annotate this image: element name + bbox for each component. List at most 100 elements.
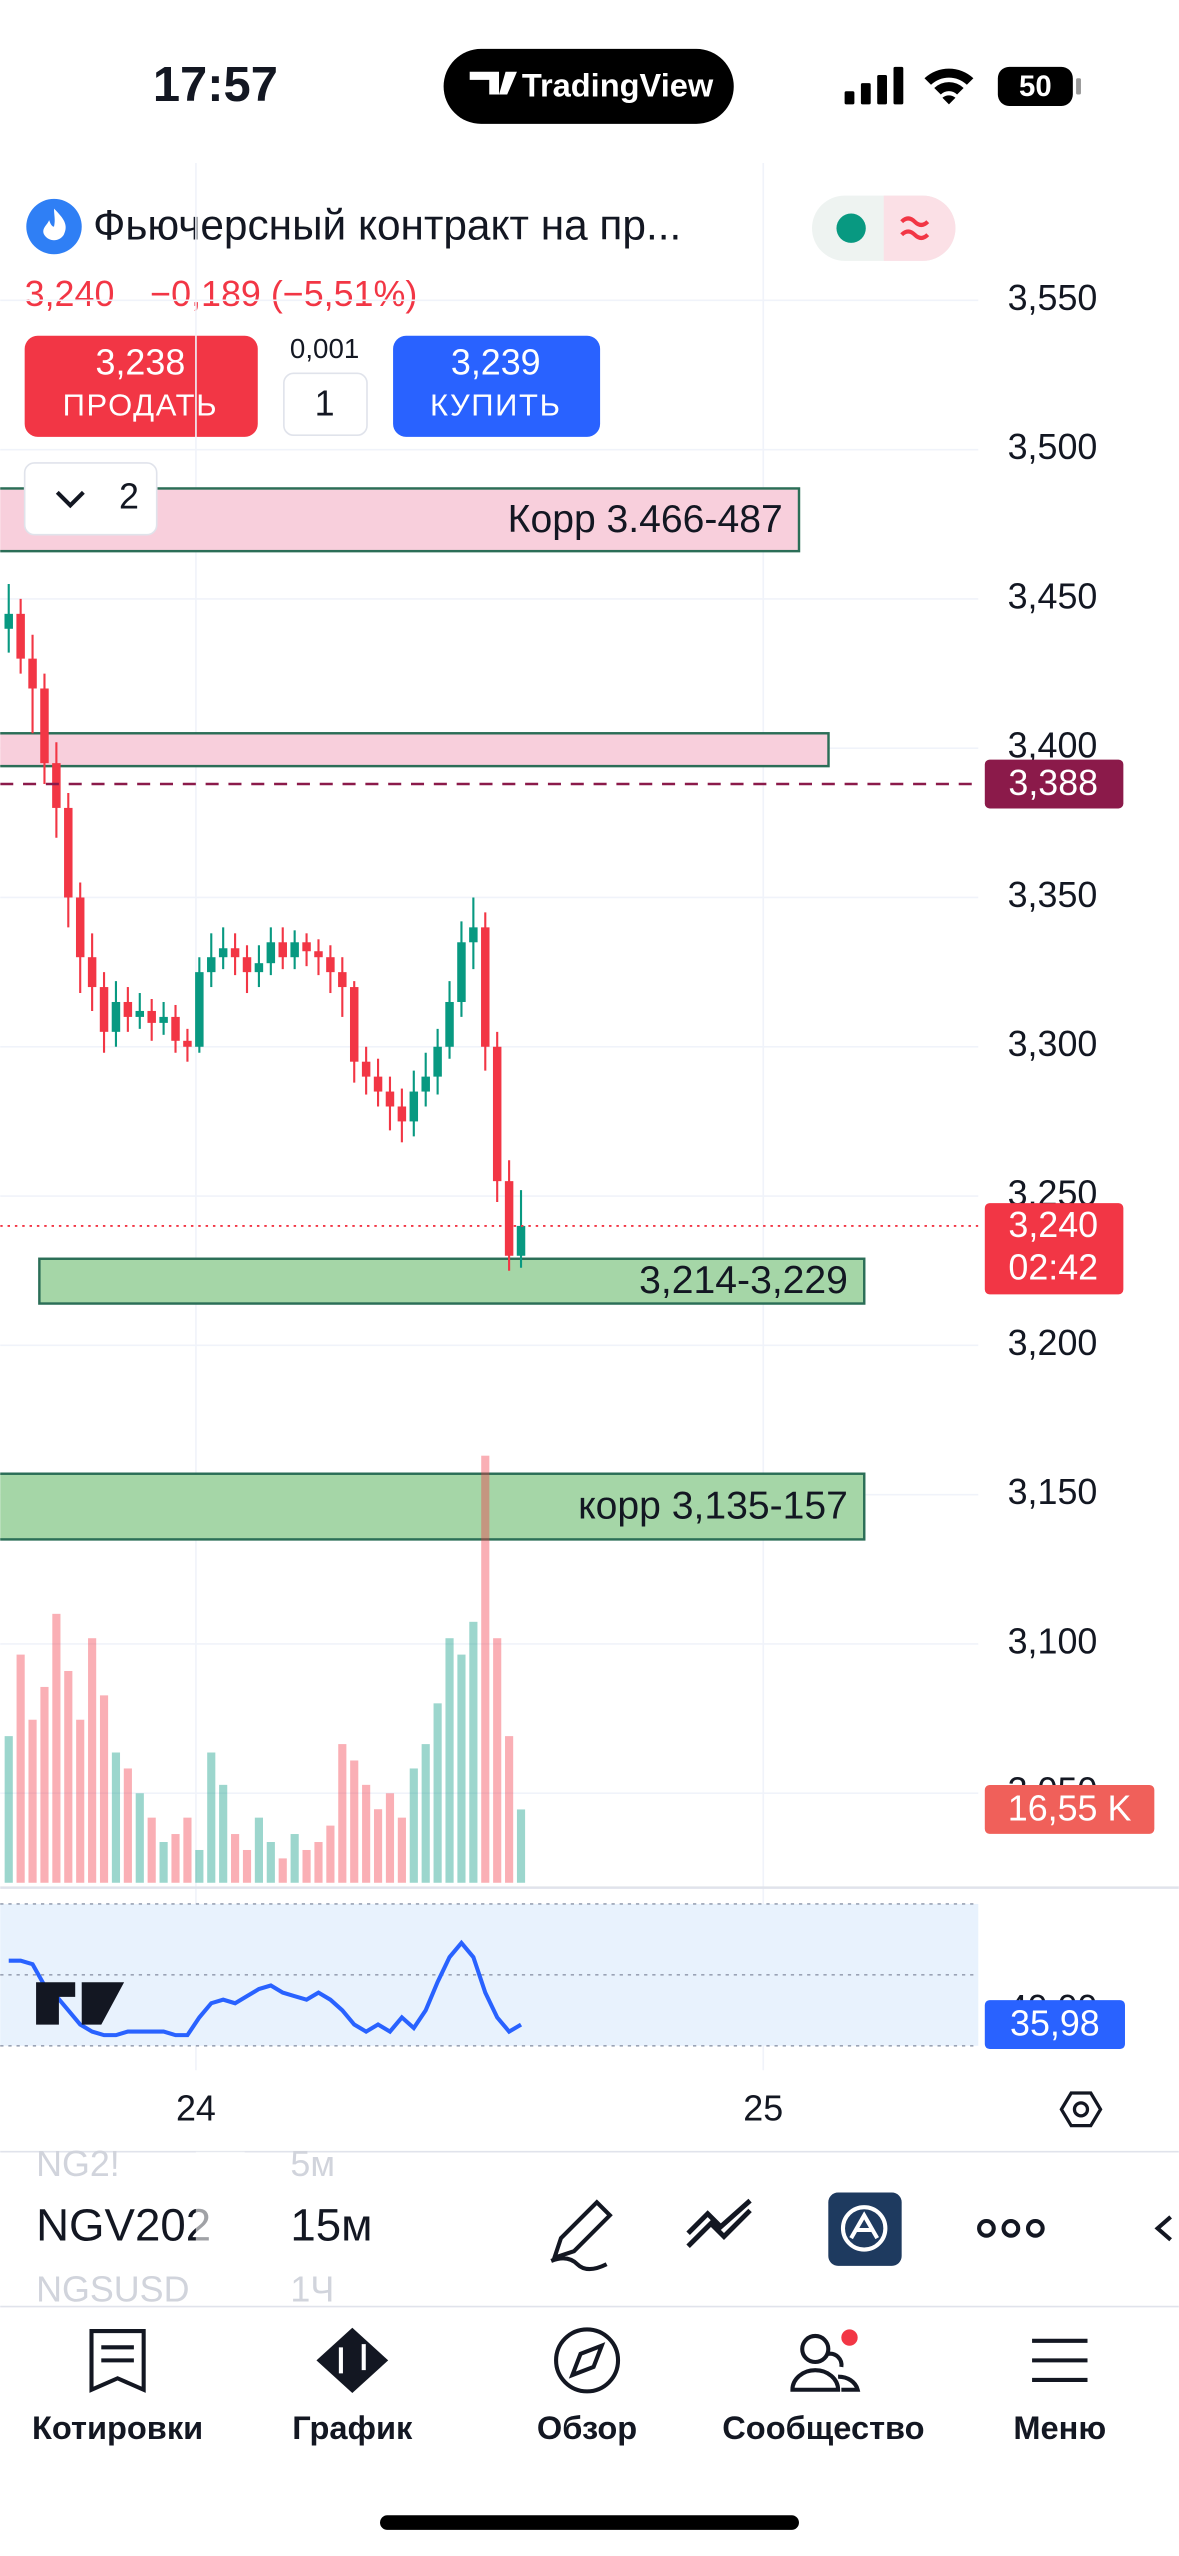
volume-bar	[231, 1834, 240, 1883]
y-tick-label: 3,200	[1008, 1323, 1098, 1363]
collapse-toolbar[interactable]	[1154, 2215, 1172, 2242]
candle-body	[171, 1016, 180, 1041]
candle-body	[421, 1076, 430, 1092]
volume-bar	[266, 1842, 275, 1883]
buy-button[interactable]	[393, 335, 601, 437]
candle-body	[445, 1001, 454, 1047]
signal-icon	[844, 66, 904, 105]
strategy-icon-a	[849, 2211, 879, 2240]
volume-bar	[40, 1686, 49, 1883]
y-tick-label: 3,150	[1008, 1472, 1098, 1512]
y-tick-label: 3,550	[1008, 278, 1098, 318]
tab-quotes[interactable]: Котировки	[32, 2409, 203, 2446]
quantity: 1	[315, 383, 335, 423]
rsi-badge	[984, 2000, 1125, 2050]
volume-bar	[314, 1842, 323, 1883]
candle-body	[242, 957, 252, 973]
tab-menu[interactable]: Меню	[1013, 2409, 1106, 2446]
volume-bar	[207, 1752, 216, 1883]
draw-tool[interactable]	[550, 2199, 613, 2272]
tab-explore[interactable]: Обзор	[537, 2409, 637, 2446]
battery-cap	[1076, 78, 1081, 95]
volume-bar	[171, 1834, 180, 1883]
tab-icon-explore	[554, 2327, 621, 2394]
trend-tool[interactable]	[686, 2198, 752, 2249]
volume-bar	[350, 1760, 359, 1883]
symbol-prev[interactable]: NG2!	[36, 2144, 120, 2184]
settings-icon[interactable]	[1059, 2091, 1103, 2128]
candle-body	[361, 1061, 371, 1077]
candle-body	[183, 1040, 192, 1047]
candle-body	[385, 1091, 395, 1107]
x-tick-label: 24	[176, 2088, 216, 2128]
symbol-title[interactable]: Фьючерсный контракт на пр...	[93, 201, 681, 248]
tv-watermark	[36, 1982, 125, 2025]
volume-bar	[362, 1784, 371, 1883]
battery-icon	[997, 66, 1073, 106]
volume-bar	[433, 1703, 442, 1883]
rsi-badge-label: 35,98	[1010, 2004, 1100, 2044]
interval-next[interactable]: 1Ч	[290, 2269, 334, 2309]
volume-bar	[290, 1834, 299, 1883]
last-price: 3,240	[25, 274, 115, 314]
volume-bar	[278, 1858, 287, 1883]
candle-body	[516, 1225, 526, 1256]
y-tick-label: 3,350	[1008, 875, 1098, 915]
candle-body	[266, 942, 276, 964]
candle-body	[218, 948, 228, 958]
candle-body	[373, 1076, 383, 1092]
volume-bar	[88, 1638, 97, 1883]
candle-body	[147, 1010, 156, 1023]
zone-label: 3,214-3,229	[639, 1259, 848, 1302]
tab-community[interactable]: Сообщество	[722, 2409, 924, 2446]
symbol-next[interactable]: NGSUSD	[36, 2269, 189, 2309]
candle-body	[314, 951, 323, 958]
candle-body	[326, 957, 335, 973]
tab-icon-chart	[316, 2327, 389, 2393]
tab-icon-community-group	[790, 2351, 861, 2392]
indicators-toggle[interactable]	[23, 462, 158, 536]
price-change: −0,189 (−5,51%)	[150, 274, 417, 314]
candle-body	[457, 942, 466, 1002]
price-pane: Корр 3.466-487 3,214-3,229 корр 3,135-157	[0, 487, 979, 1883]
volume-bar	[445, 1638, 454, 1883]
candle-body	[75, 897, 85, 958]
quantity-input[interactable]	[283, 372, 368, 437]
x-tick-label: 25	[743, 2088, 783, 2128]
candle-body	[195, 972, 204, 1047]
symbol-current[interactable]: NGV202	[36, 2199, 211, 2250]
tab-icon-quotes	[89, 2329, 146, 2393]
volume-bar	[409, 1768, 418, 1883]
zone	[0, 1472, 866, 1541]
more-button[interactable]	[977, 2218, 1045, 2238]
sell-button[interactable]	[24, 335, 258, 437]
candle-body	[349, 987, 359, 1062]
tab-chart[interactable]: График	[292, 2409, 413, 2446]
delay-icon	[900, 216, 930, 241]
volume-bar	[195, 1849, 204, 1883]
candle-body	[135, 1010, 145, 1017]
candle-body	[302, 942, 311, 952]
interval-prev[interactable]: 5м	[290, 2144, 335, 2184]
symbol-icon-flame	[43, 208, 66, 241]
volume-bar	[16, 1654, 25, 1883]
volume-bar	[135, 1793, 144, 1883]
candle-body	[52, 763, 61, 808]
volume-bar	[373, 1809, 383, 1883]
symbol-fade	[195, 2151, 245, 2307]
candle-body	[409, 1091, 419, 1122]
tab-icon-compass	[568, 2342, 606, 2379]
interval-current[interactable]: 15м	[290, 2199, 372, 2250]
volume-bar	[505, 1736, 514, 1883]
indicators-count: 2	[119, 476, 139, 516]
volume-bar	[242, 1849, 252, 1883]
candle-body	[4, 613, 13, 629]
volume-bar	[219, 1784, 228, 1883]
volume-bar	[493, 1638, 502, 1883]
candle-body	[207, 957, 216, 973]
settings-icon-center	[1072, 2101, 1090, 2118]
tab-icon-chart-candles	[338, 2344, 366, 2374]
candle-body	[481, 927, 490, 1047]
